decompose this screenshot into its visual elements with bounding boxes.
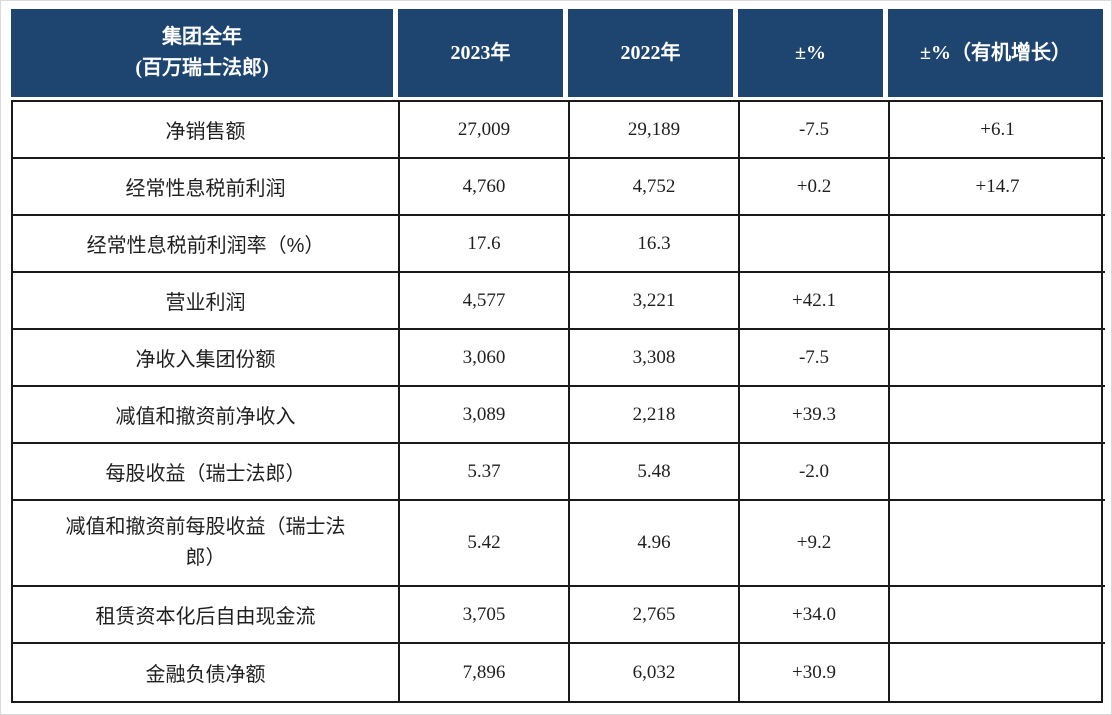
value-organic (890, 216, 1105, 273)
value-2022: 5.48 (570, 444, 740, 501)
value-2023: 4,577 (400, 273, 570, 330)
value-2022: 4.96 (570, 501, 740, 587)
value-2022: 3,221 (570, 273, 740, 330)
header-title-line1: 集团全年 (162, 26, 242, 48)
value-2022: 4,752 (570, 159, 740, 216)
value-organic: +6.1 (890, 102, 1105, 159)
financial-results-table: 集团全年 (百万瑞士法郎) 2023年 2022年 ±% ±%（有机增长） 净销… (11, 9, 1105, 703)
table-row: 租赁资本化后自由现金流 3,705 2,765 +34.0 (13, 587, 1105, 644)
table-row: 每股收益（瑞士法郎） 5.37 5.48 -2.0 (13, 444, 1105, 501)
value-2022: 29,189 (570, 102, 740, 159)
value-change: -2.0 (740, 444, 890, 501)
value-2023: 7,896 (400, 644, 570, 701)
value-change: +30.9 (740, 644, 890, 701)
row-label: 经常性息税前利润率（%） (13, 216, 400, 273)
row-label: 营业利润 (13, 273, 400, 330)
table-row: 净收入集团份额 3,060 3,308 -7.5 (13, 330, 1105, 387)
table-row: 营业利润 4,577 3,221 +42.1 (13, 273, 1105, 330)
row-label: 减值和撤资前每股收益（瑞士法郎） (13, 501, 400, 587)
value-2023: 27,009 (400, 102, 570, 159)
value-2022: 2,765 (570, 587, 740, 644)
table-row: 减值和撤资前每股收益（瑞士法郎） 5.42 4.96 +9.2 (13, 501, 1105, 587)
value-change: +9.2 (740, 501, 890, 587)
value-2022: 6,032 (570, 644, 740, 701)
value-2022: 2,218 (570, 387, 740, 444)
value-2023: 5.42 (400, 501, 570, 587)
row-label: 减值和撤资前净收入 (13, 387, 400, 444)
value-organic (890, 273, 1105, 330)
value-2022: 16.3 (570, 216, 740, 273)
value-2023: 3,089 (400, 387, 570, 444)
value-2023: 5.37 (400, 444, 570, 501)
value-organic: +14.7 (890, 159, 1105, 216)
row-label: 经常性息税前利润 (13, 159, 400, 216)
value-change: -7.5 (740, 102, 890, 159)
header-title-line2: (百万瑞士法郎) (135, 57, 269, 79)
header-year-2023: 2023年 (398, 9, 568, 97)
table-row: 减值和撤资前净收入 3,089 2,218 +39.3 (13, 387, 1105, 444)
header-group-title: 集团全年 (百万瑞士法郎) (11, 9, 398, 97)
table-row: 净销售额 27,009 29,189 -7.5 +6.1 (13, 102, 1105, 159)
header-change-pct: ±% (738, 9, 888, 97)
row-label-text: 减值和撤资前每股收益（瑞士法郎） (65, 516, 346, 569)
row-label: 净销售额 (13, 102, 400, 159)
row-label: 每股收益（瑞士法郎） (13, 444, 400, 501)
value-2022: 3,308 (570, 330, 740, 387)
value-change: +34.0 (740, 587, 890, 644)
table-row: 金融负债净额 7,896 6,032 +30.9 (13, 644, 1101, 701)
value-organic (890, 644, 1105, 701)
value-organic (890, 501, 1105, 587)
value-organic (890, 587, 1105, 644)
value-change (740, 216, 890, 273)
row-label: 金融负债净额 (13, 644, 400, 701)
value-change: +42.1 (740, 273, 890, 330)
value-2023: 4,760 (400, 159, 570, 216)
value-2023: 17.6 (400, 216, 570, 273)
row-label: 净收入集团份额 (13, 330, 400, 387)
header-organic-growth-pct: ±%（有机增长） (888, 9, 1103, 97)
value-organic (890, 444, 1105, 501)
value-change: +0.2 (740, 159, 890, 216)
header-year-2022: 2022年 (568, 9, 738, 97)
row-label: 租赁资本化后自由现金流 (13, 587, 400, 644)
value-2023: 3,060 (400, 330, 570, 387)
table-row: 经常性息税前利润率（%） 17.6 16.3 (13, 216, 1105, 273)
table-row: 经常性息税前利润 4,760 4,752 +0.2 +14.7 (13, 159, 1105, 216)
value-organic (890, 387, 1105, 444)
table-header-row: 集团全年 (百万瑞士法郎) 2023年 2022年 ±% ±%（有机增长） (11, 9, 1103, 97)
value-change: -7.5 (740, 330, 890, 387)
value-2023: 3,705 (400, 587, 570, 644)
value-change: +39.3 (740, 387, 890, 444)
table-body: 净销售额 27,009 29,189 -7.5 +6.1 经常性息税前利润 4,… (11, 100, 1105, 703)
value-organic (890, 330, 1105, 387)
